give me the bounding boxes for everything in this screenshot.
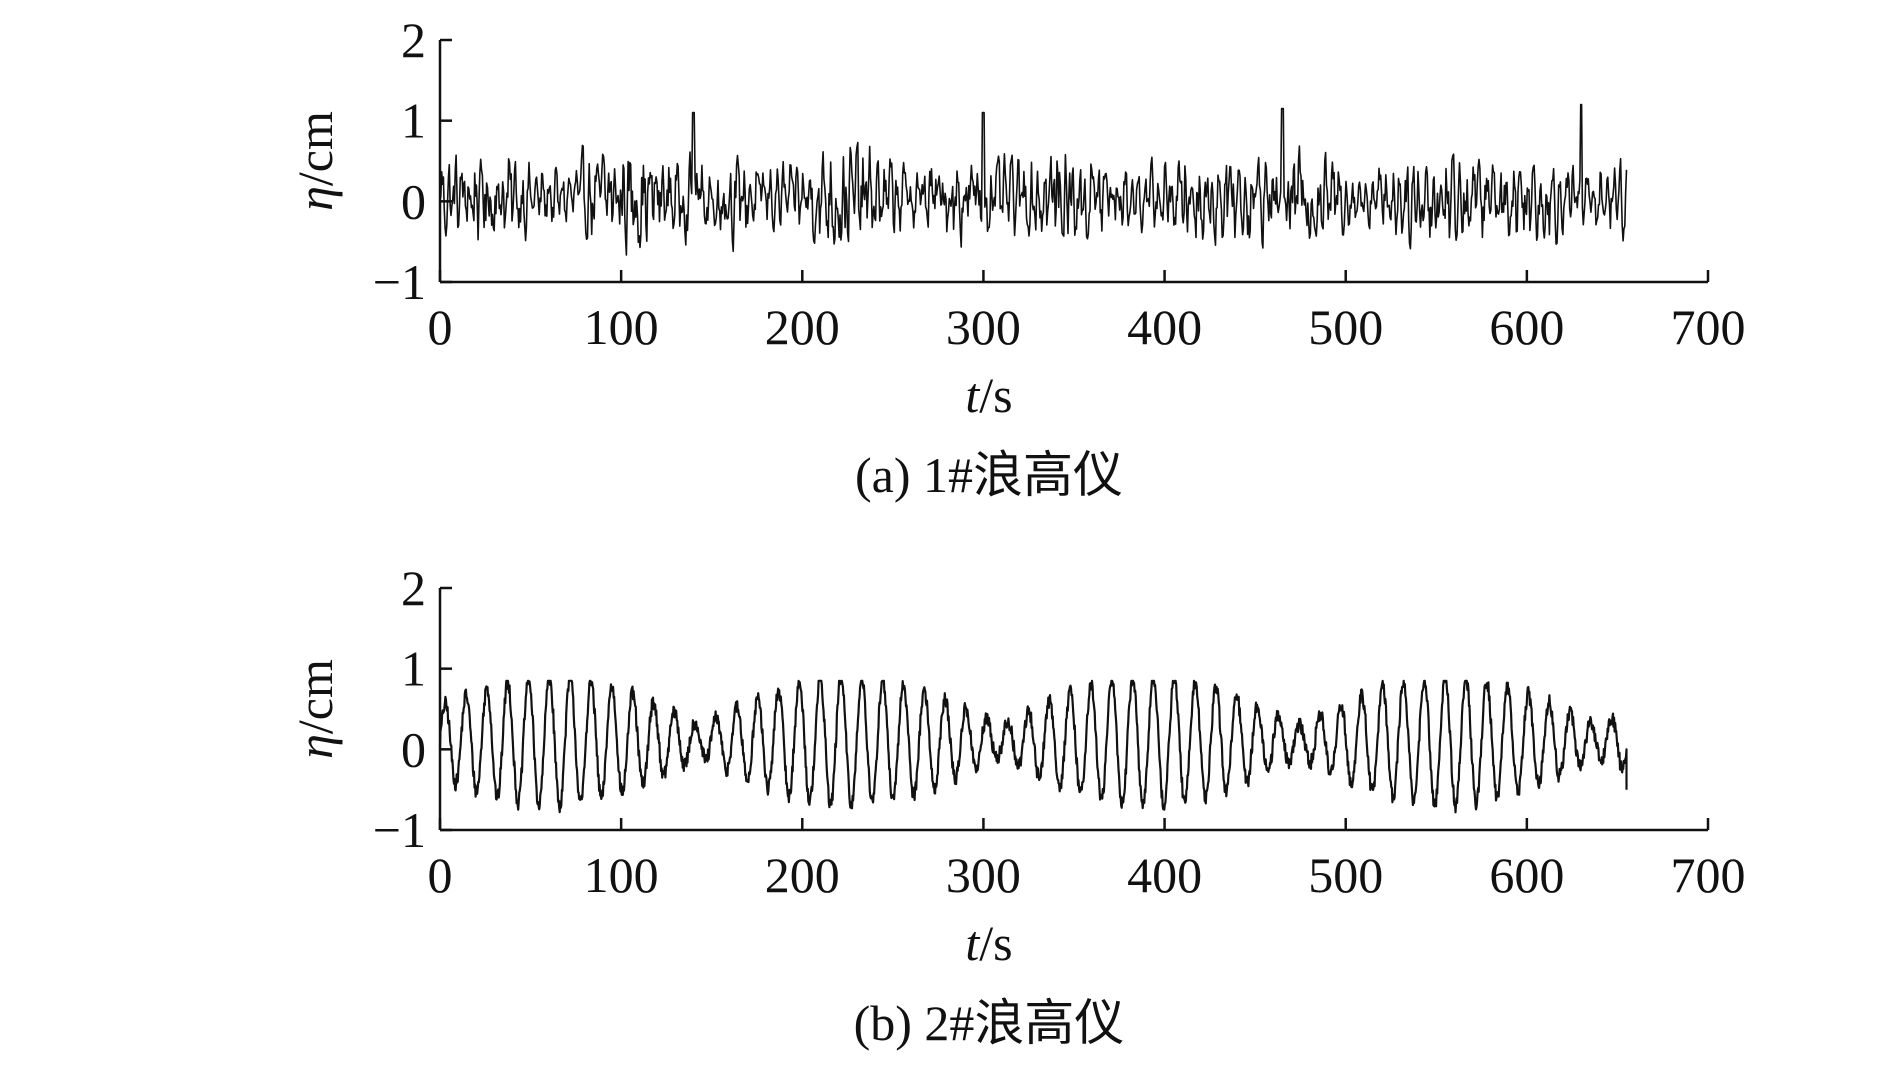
y-axis-unit: /cm: [287, 111, 343, 186]
x-tick-label: 500: [1308, 847, 1383, 903]
y-axis-variable: η: [287, 186, 343, 211]
x-tick-label: 400: [1127, 299, 1202, 355]
y-axis-variable: η: [287, 734, 343, 759]
x-axis-variable: t: [965, 915, 980, 971]
x-tick-label: 200: [765, 847, 840, 903]
y-axis-label: η/cm: [287, 659, 343, 759]
y-tick-label: 0: [401, 721, 426, 777]
panel-caption: (b) 2#浪高仪: [854, 995, 1125, 1051]
x-tick-label: 600: [1489, 299, 1564, 355]
x-tick-label: 0: [428, 299, 453, 355]
x-tick-label: 100: [584, 299, 659, 355]
series-line: [439, 103, 1628, 256]
y-tick-label: 1: [401, 641, 426, 697]
x-tick-label: 200: [765, 299, 840, 355]
x-tick-label: 0: [428, 847, 453, 903]
y-tick-label: −1: [373, 802, 426, 858]
x-axis-unit: /s: [979, 367, 1012, 423]
x-tick-label: 400: [1127, 847, 1202, 903]
x-axis-variable: t: [965, 367, 980, 423]
y-tick-label: −1: [373, 254, 426, 310]
x-tick-label: 600: [1489, 847, 1564, 903]
series-line: [438, 679, 1628, 814]
x-tick-label: 700: [1671, 847, 1746, 903]
x-axis-label: t/s: [965, 915, 1012, 971]
y-tick-label: 0: [401, 173, 426, 229]
x-tick-label: 300: [946, 847, 1021, 903]
y-tick-label: 1: [401, 93, 426, 149]
y-tick-label: 2: [401, 560, 426, 616]
x-tick-label: 100: [584, 847, 659, 903]
x-tick-label: 500: [1308, 299, 1383, 355]
x-tick-label: 700: [1671, 299, 1746, 355]
x-axis-label: t/s: [965, 367, 1012, 423]
x-tick-label: 300: [946, 299, 1021, 355]
y-tick-label: 2: [401, 12, 426, 68]
y-axis-label: η/cm: [287, 111, 343, 211]
y-axis-unit: /cm: [287, 659, 343, 734]
panel-caption: (a) 1#浪高仪: [855, 447, 1123, 503]
x-axis-unit: /s: [979, 915, 1012, 971]
